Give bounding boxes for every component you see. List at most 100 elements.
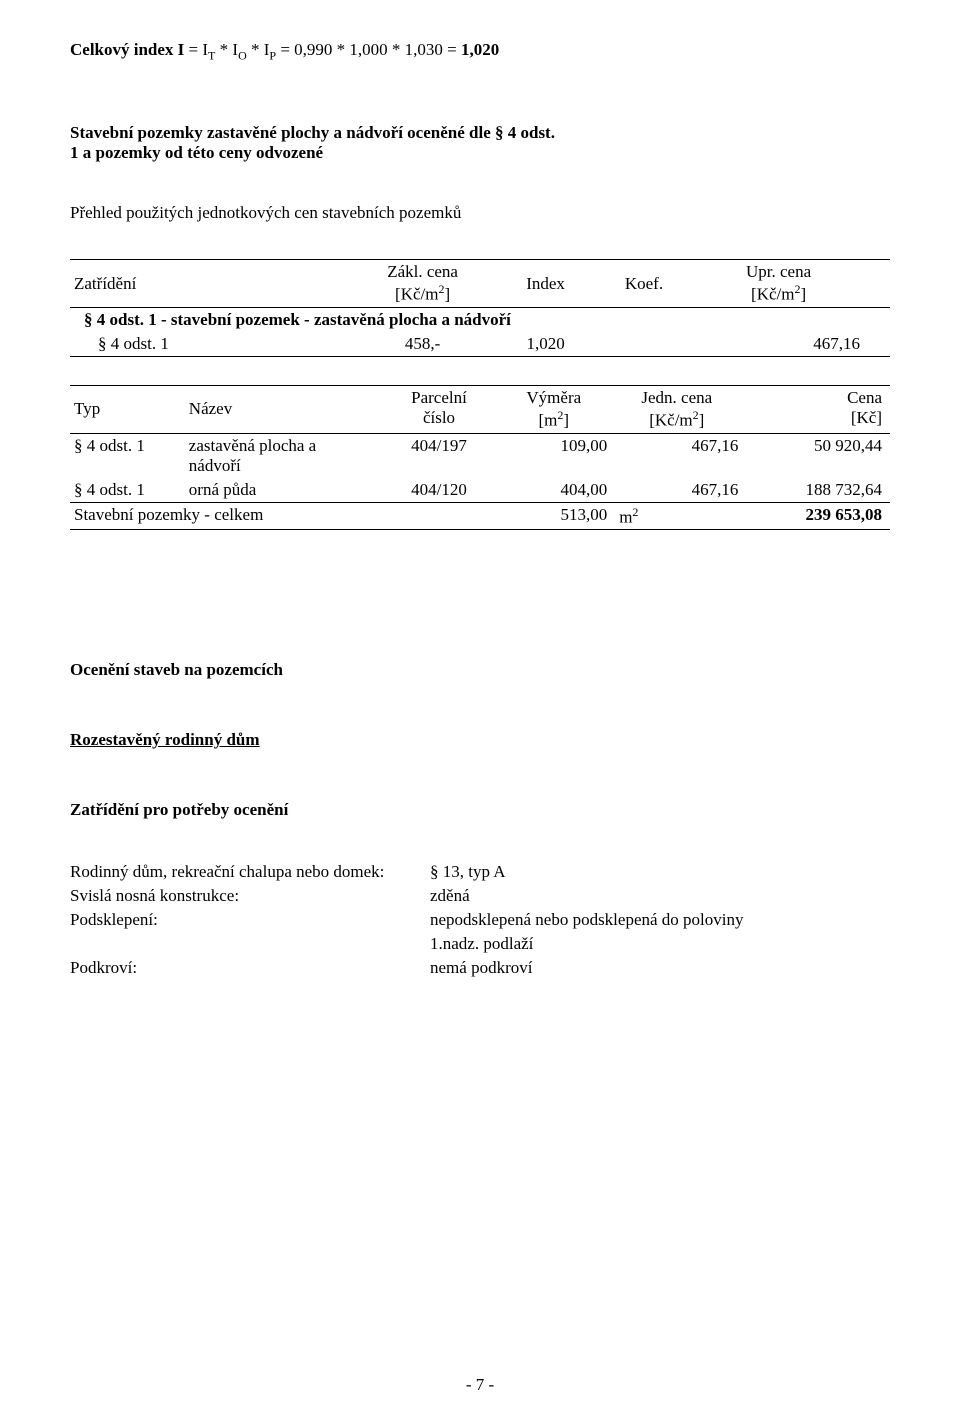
col-upr-header: Upr. cena [Kč/m2] xyxy=(693,260,890,308)
cls-r3-v1: nepodsklepená nebo podsklepená do polovi… xyxy=(430,910,744,929)
r1-jedn: 467,16 xyxy=(611,433,742,478)
table-row: § 4 odst. 1 zastavěná plocha a nádvoří 4… xyxy=(70,433,890,478)
hdr-vym-l2a: [m xyxy=(539,411,558,430)
list-item: Svislá nosná konstrukce: zděná xyxy=(70,884,890,908)
table-sum-row: Stavební pozemky - celkem 513,00 m2 239 … xyxy=(70,502,890,530)
formula-part-1: = I xyxy=(184,40,208,59)
hdr-typ: Typ xyxy=(74,399,100,418)
cls-r4-label: Podkroví: xyxy=(70,956,430,980)
hdr-index: Index xyxy=(526,274,565,293)
formula-part-2: * I xyxy=(215,40,238,59)
r1-nazev: zastavěná plocha a nádvoří xyxy=(185,433,382,478)
list-item: Podsklepení: nepodsklepená nebo podsklep… xyxy=(70,908,890,956)
formula-tail: = 0,990 * 1,000 * 1,030 = xyxy=(276,40,461,59)
section-valuation-heading: Ocenění staveb na pozemcích xyxy=(70,660,890,680)
col-zatrideni-header: Zatřídění xyxy=(70,260,349,308)
hdr-upr-l2a: [Kč/m xyxy=(751,285,794,304)
cls-r2-label: Svislá nosná konstrukce: xyxy=(70,884,430,908)
table-header-row: Zatřídění Zákl. cena [Kč/m2] Index Koef.… xyxy=(70,260,890,308)
hdr-cena-l2: [Kč] xyxy=(851,408,882,427)
formula-line: Celkový index I = IT * IO * IP = 0,990 *… xyxy=(70,40,890,63)
hdr-zakl-l2a: [Kč/m xyxy=(395,285,438,304)
hdr-zakl-l1: Zákl. cena xyxy=(387,262,458,281)
r2-vym: 404,00 xyxy=(496,478,611,503)
r2-parc: 404/120 xyxy=(382,478,497,503)
table-row: § 4 odst. 1 - stavební pozemek - zastavě… xyxy=(70,308,890,333)
col-vym: Výměra [m2] xyxy=(496,386,611,434)
r1-vym: 109,00 xyxy=(496,433,611,478)
formula-part-3: * I xyxy=(247,40,270,59)
tbl1-bold-row: § 4 odst. 1 - stavební pozemek - zastavě… xyxy=(70,308,890,333)
hdr-parc-l2: číslo xyxy=(423,408,455,427)
r2-jedn: 467,16 xyxy=(611,478,742,503)
sum-unit: m2 xyxy=(611,502,742,530)
unit-price-table: Zatřídění Zákl. cena [Kč/m2] Index Koef.… xyxy=(70,259,890,357)
classification-list: Rodinný dům, rekreační chalupa nebo dome… xyxy=(70,860,890,979)
r2-nazev: orná půda xyxy=(185,478,382,503)
r1-parc: 404/197 xyxy=(382,433,497,478)
table-row: § 4 odst. 1 458,- 1,020 467,16 xyxy=(70,332,890,357)
hdr-zakl-l2b: ] xyxy=(444,285,450,304)
list-item: Podkroví: nemá podkroví xyxy=(70,956,890,980)
section1-line2: 1 a pozemky od této ceny odvozené xyxy=(70,143,323,162)
plots-table: Typ Název Parcelní číslo Výměra [m2] Jed… xyxy=(70,385,890,530)
r1-cena: 50 920,44 xyxy=(742,433,890,478)
r1-nazev-l1: zastavěná plocha a xyxy=(189,436,316,455)
hdr-upr-l2b: ] xyxy=(800,285,806,304)
cls-r3-value: nepodsklepená nebo podsklepená do polovi… xyxy=(430,908,890,956)
page-number: - 7 - xyxy=(0,1375,960,1395)
r1-typ: § 4 odst. 1 xyxy=(70,433,185,478)
section-plots-heading: Stavební pozemky zastavěné plochy a nádv… xyxy=(70,123,890,163)
heading1: Ocenění staveb na pozemcích xyxy=(70,660,283,679)
hdr-upr-l1: Upr. cena xyxy=(746,262,811,281)
table-header-row: Typ Název Parcelní číslo Výměra [m2] Jed… xyxy=(70,386,890,434)
col-index-header: Index xyxy=(496,260,594,308)
formula-result: 1,020 xyxy=(461,40,499,59)
section1-line1: Stavební pozemky zastavěné plochy a nádv… xyxy=(70,123,555,142)
hdr-jedn-l2b: ] xyxy=(699,411,705,430)
list-item: Rodinný dům, rekreační chalupa nebo dome… xyxy=(70,860,890,884)
formula-sub-o: O xyxy=(238,48,247,62)
tbl1-data-label: § 4 odst. 1 xyxy=(70,332,349,357)
cls-r3-label: Podsklepení: xyxy=(70,908,430,956)
hdr-jedn-l2a: [Kč/m xyxy=(649,411,692,430)
sum-cena: 239 653,08 xyxy=(742,502,890,530)
col-typ: Typ xyxy=(70,386,185,434)
sum-label: Stavební pozemky - celkem xyxy=(70,502,496,530)
subheading-classification: Zatřídění pro potřeby ocenění xyxy=(70,800,890,820)
overview-heading: Přehled použitých jednotkových cen stave… xyxy=(70,203,890,223)
sup-2e: 2 xyxy=(632,505,638,519)
r1-nazev-l2: nádvoří xyxy=(189,456,241,475)
tbl1-data-upr: 467,16 xyxy=(693,332,890,357)
tbl1-data-koef xyxy=(595,332,693,357)
col-cena: Cena [Kč] xyxy=(742,386,890,434)
page: Celkový index I = IT * IO * IP = 0,990 *… xyxy=(0,0,960,1425)
heading2: Rozestavěný rodinný dům xyxy=(70,730,260,749)
hdr-zatrideni: Zatřídění xyxy=(74,274,136,293)
r2-cena: 188 732,64 xyxy=(742,478,890,503)
formula-prefix: Celkový index I xyxy=(70,40,184,59)
col-koef-header: Koef. xyxy=(595,260,693,308)
col-jedn: Jedn. cena [Kč/m2] xyxy=(611,386,742,434)
heading3: Zatřídění pro potřeby ocenění xyxy=(70,800,288,819)
col-nazev: Název xyxy=(185,386,382,434)
hdr-vym-l2b: ] xyxy=(563,411,569,430)
sum-vym: 513,00 xyxy=(496,502,611,530)
sum-unit-prefix: m xyxy=(619,507,632,526)
hdr-koef: Koef. xyxy=(625,274,663,293)
cls-r4-value: nemá podkroví xyxy=(430,956,890,980)
subheading-house: Rozestavěný rodinný dům xyxy=(70,730,890,750)
cls-r3-v2: 1.nadz. podlaží xyxy=(430,934,533,953)
tbl1-data-zakl: 458,- xyxy=(349,332,497,357)
cls-r1-label: Rodinný dům, rekreační chalupa nebo dome… xyxy=(70,860,430,884)
cls-r2-value: zděná xyxy=(430,884,890,908)
cls-r1-value: § 13, typ A xyxy=(430,860,890,884)
r2-typ: § 4 odst. 1 xyxy=(70,478,185,503)
hdr-parc-l1: Parcelní xyxy=(411,388,467,407)
col-zakl-header: Zákl. cena [Kč/m2] xyxy=(349,260,497,308)
tbl1-data-index: 1,020 xyxy=(496,332,594,357)
hdr-jedn-l1: Jedn. cena xyxy=(641,388,712,407)
hdr-nazev: Název xyxy=(189,399,232,418)
table-row: § 4 odst. 1 orná půda 404/120 404,00 467… xyxy=(70,478,890,503)
hdr-cena-l1: Cena xyxy=(847,388,882,407)
